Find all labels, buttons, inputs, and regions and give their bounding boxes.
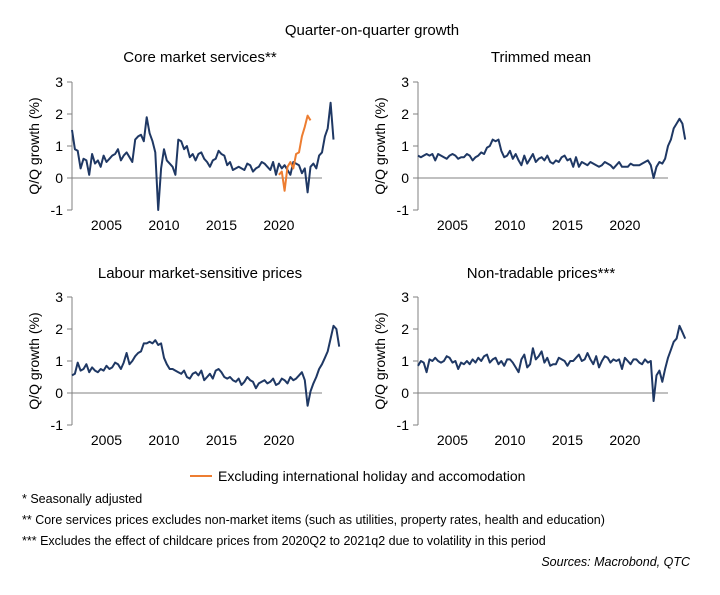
y-tick-label: 1 [55, 138, 63, 154]
y-axis-label: Q/Q growth (%) [26, 97, 42, 194]
source-note: Sources: Macrobond, QTC [541, 555, 690, 569]
x-tick-label: 2010 [494, 432, 525, 448]
y-tick-label: 1 [55, 353, 63, 369]
chart-panel-2: Trimmed mean -1 0 1 2 3 Q/Q growth (%) 2005 2010… [372, 49, 687, 233]
panel-title: Non-tradable prices*** [467, 265, 616, 282]
series-line-main [417, 117, 687, 179]
chart-panel-1: Core market services** -1 0 1 2 3 Q/Q growth (… [26, 49, 335, 233]
y-tick-label: 1 [401, 353, 409, 369]
series-line-main [71, 324, 341, 407]
panel-title: Trimmed mean [491, 49, 591, 66]
x-tick-label: 2010 [148, 432, 179, 448]
x-tick-label: 2020 [263, 432, 294, 448]
y-tick-label: 0 [401, 385, 409, 401]
footnote-1: * Seasonally adjusted [22, 492, 143, 506]
legend-label: Excluding international holiday and acco… [218, 468, 526, 484]
y-tick-label: -1 [51, 202, 64, 218]
y-tick-label: 2 [55, 321, 63, 337]
y-axis-label: Q/Q growth (%) [372, 97, 388, 194]
y-tick-label: 3 [55, 74, 63, 90]
legend-swatch-orange [190, 475, 212, 477]
y-tick-label: 2 [401, 321, 409, 337]
x-tick-label: 2005 [437, 432, 468, 448]
y-axis-label: Q/Q growth (%) [26, 312, 42, 409]
x-tick-label: 2005 [91, 217, 122, 233]
y-tick-label: 2 [55, 106, 63, 122]
x-tick-label: 2005 [91, 432, 122, 448]
footnote-3: *** Excludes the effect of childcare pri… [22, 534, 546, 548]
y-tick-label: 0 [401, 170, 409, 186]
x-tick-label: 2005 [437, 217, 468, 233]
figure-title: Quarter-on-quarter growth [285, 22, 459, 39]
legend: Excluding international holiday and acco… [190, 468, 525, 484]
y-tick-label: 3 [401, 74, 409, 90]
chart-panels: Core market services** -1 0 1 2 3 Q/Q growth (… [26, 49, 687, 448]
y-tick-label: 1 [401, 138, 409, 154]
y-tick-label: 2 [401, 106, 409, 122]
y-tick-label: -1 [397, 202, 410, 218]
x-tick-label: 2010 [494, 217, 525, 233]
footnotes: * Seasonally adjusted ** Core services p… [22, 489, 605, 552]
y-axis-label: Q/Q growth (%) [372, 312, 388, 409]
series-line-orange [278, 114, 312, 192]
y-tick-label: 3 [55, 289, 63, 305]
x-tick-label: 2020 [609, 217, 640, 233]
x-tick-label: 2015 [552, 432, 583, 448]
footnote-2: ** Core services prices excludes non-mar… [22, 513, 605, 527]
y-tick-label: -1 [397, 417, 410, 433]
series-line-main [417, 324, 687, 402]
x-tick-label: 2010 [148, 217, 179, 233]
x-tick-label: 2020 [609, 432, 640, 448]
series-line-main [71, 101, 335, 211]
x-tick-label: 2015 [552, 217, 583, 233]
chart-panel-3: Labour market-sensitive prices -1 0 1 2 3 Q/Q … [26, 265, 341, 448]
x-tick-label: 2015 [206, 432, 237, 448]
y-tick-label: 0 [55, 385, 63, 401]
panel-title: Labour market-sensitive prices [98, 265, 302, 282]
x-tick-label: 2020 [263, 217, 294, 233]
y-tick-label: -1 [51, 417, 64, 433]
chart-panel-4: Non-tradable prices*** -1 0 1 2 3 Q/Q growth (… [372, 265, 687, 448]
y-tick-label: 3 [401, 289, 409, 305]
panel-title: Core market services** [123, 49, 277, 66]
x-tick-label: 2015 [206, 217, 237, 233]
y-tick-label: 0 [55, 170, 63, 186]
